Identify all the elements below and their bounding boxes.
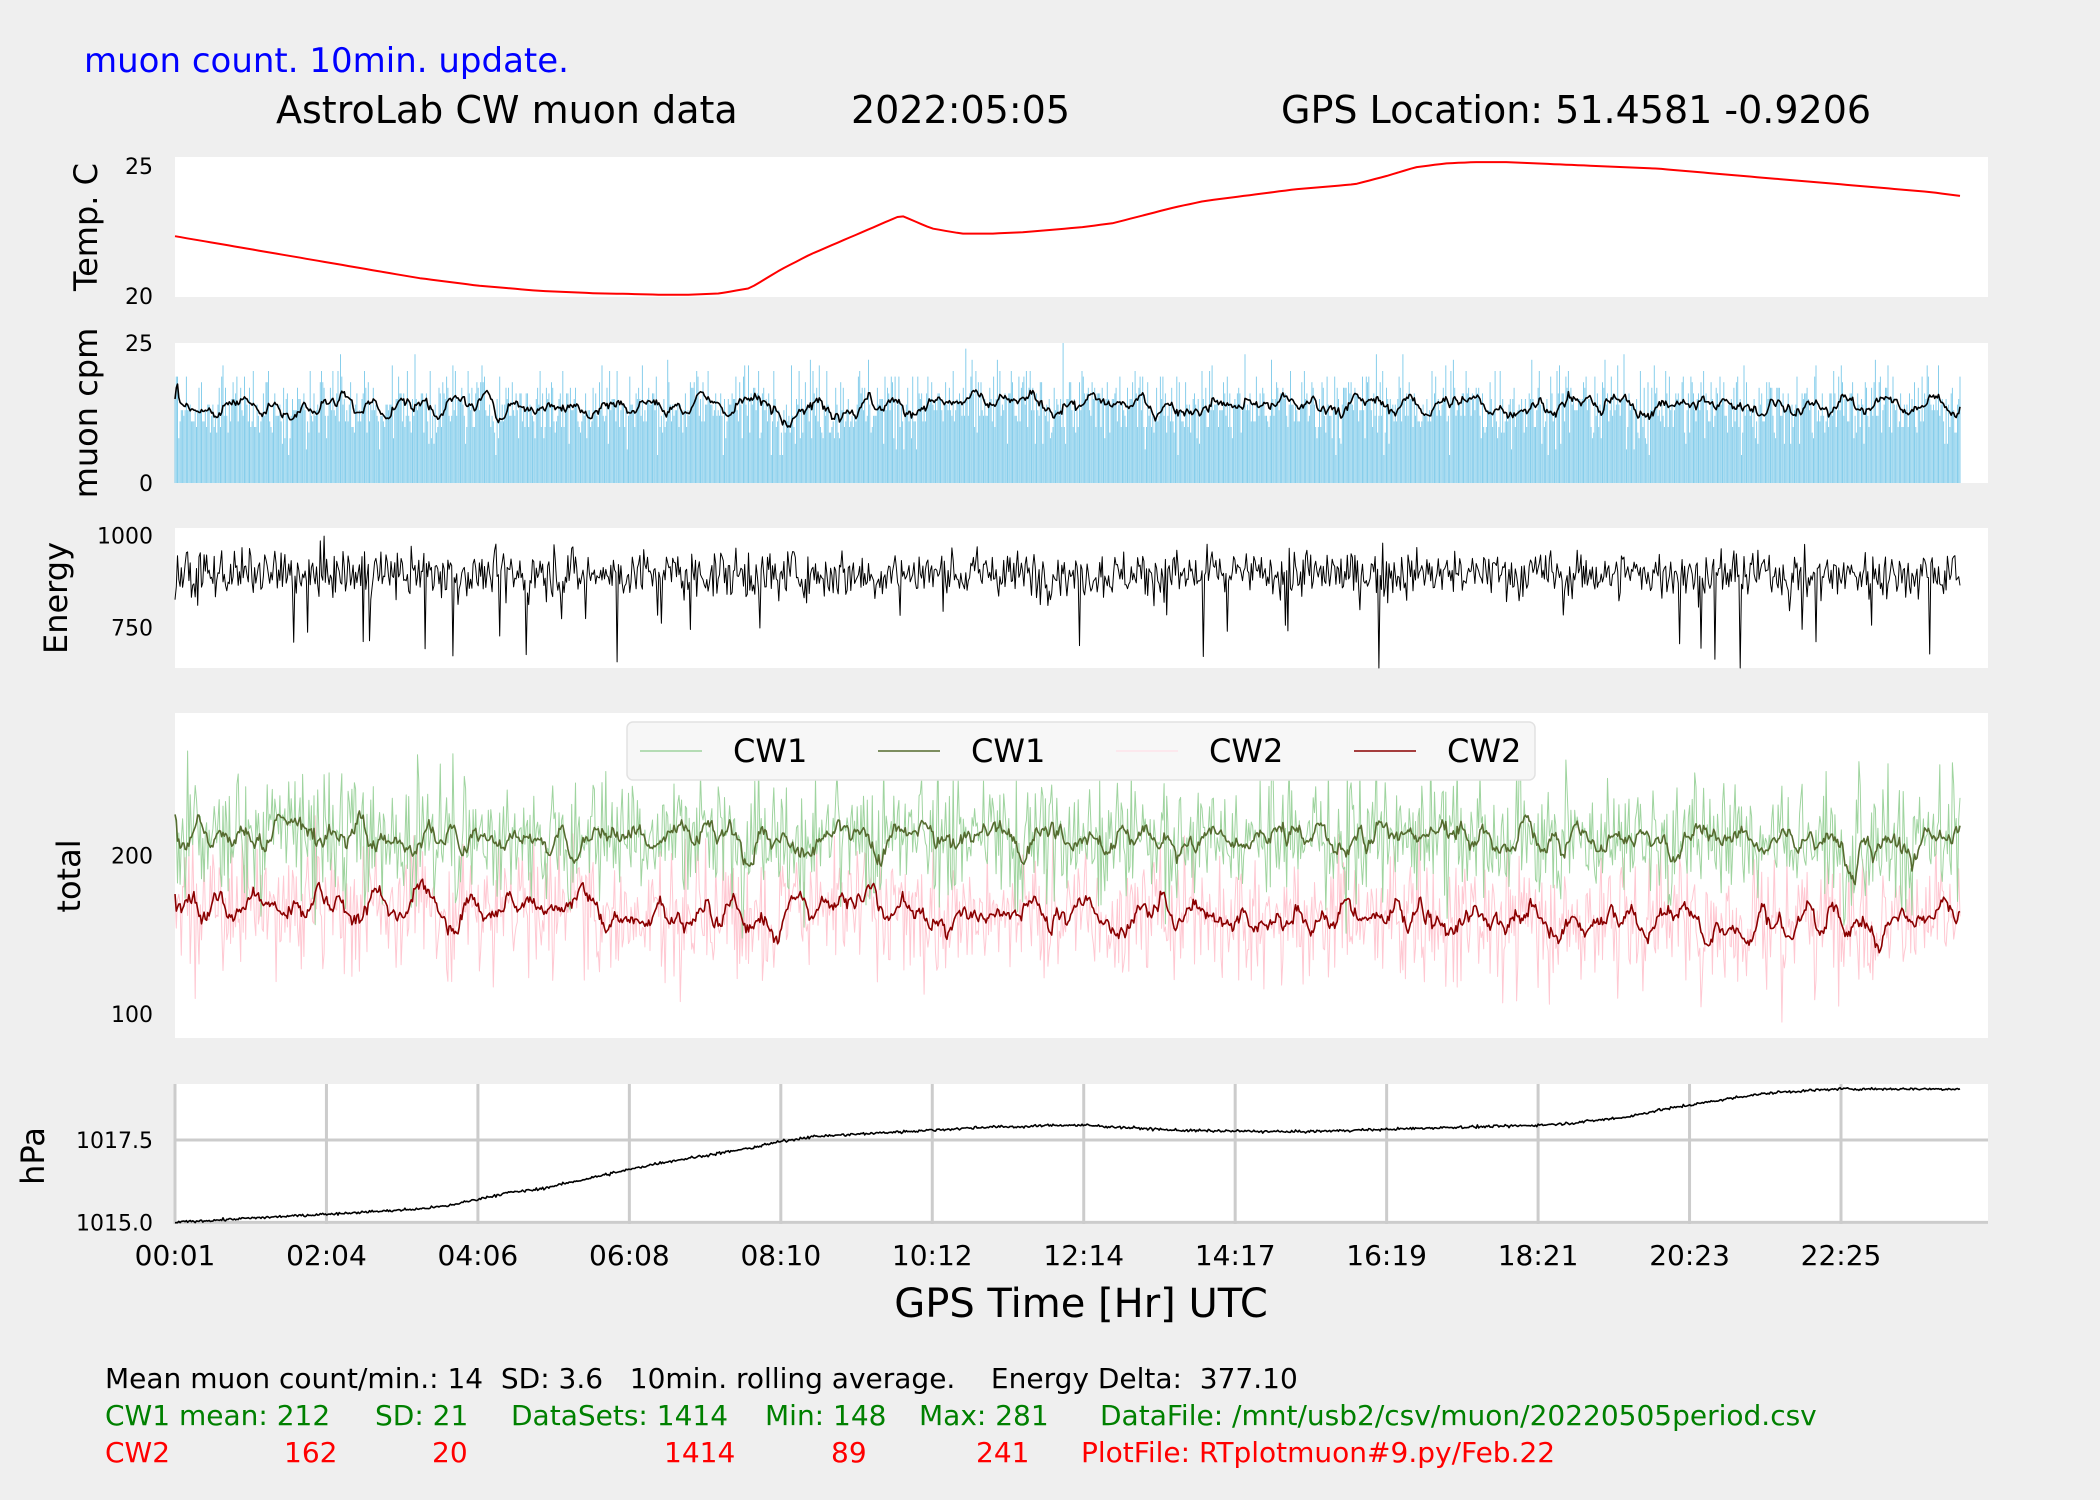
pressure-axis-label: hPa [14,1127,52,1185]
gps-location: GPS Location: 51.4581 -0.9206 [1281,88,1871,132]
total-tick-label: 100 [111,1003,153,1028]
cw1-max: Max: 281 [919,1399,1049,1432]
energy-line [174,535,1961,669]
temperature-tick-label: 25 [125,155,153,180]
pressure-tick-label: 1015.0 [76,1211,153,1236]
x-tick-label: 06:08 [589,1239,670,1272]
cw2-rolling-average [174,878,1961,954]
energy-panel [175,528,1988,668]
legend-label-cw2-avg: CW2 [1447,732,1521,770]
cw1-sd: SD: 21 [375,1399,469,1432]
legend-box [626,721,1536,781]
pressure-tick-label: 1017.5 [76,1129,153,1154]
muon-cpm-tick-label: 0 [139,472,153,497]
energy-tick-label: 750 [111,617,153,642]
cw2-min: 89 [831,1436,867,1469]
muon-cpm-series [174,343,1961,483]
cw2-max: 241 [976,1436,1030,1469]
legend-label-cw1-avg: CW1 [971,732,1045,770]
x-tick-label: 14:17 [1195,1239,1276,1272]
pressure-line [175,1086,1961,1224]
legend-label-cw1-raw: CW1 [733,732,807,770]
muon-cpm-tick-label: 25 [125,332,153,357]
x-tick-label: 04:06 [438,1239,519,1272]
pressure-grid [173,1084,1988,1224]
x-axis-title: GPS Time [Hr] UTC [894,1281,1268,1327]
cw1-datafile: DataFile: /mnt/usb2/csv/muon/20220505per… [1100,1399,1817,1432]
stats-summary: Mean muon count/min.: 14 SD: 3.6 10min. … [105,1362,1298,1395]
chart-subtitle: muon count. 10min. update. [84,41,569,81]
y-tick-labels: 20 25 0 25 750 1000 100 200 1015.0 1017.5 [76,155,153,1236]
total-axis-label: total [50,839,88,912]
x-tick-label: 18:21 [1498,1239,1579,1272]
chart-title: AstroLab CW muon data [276,88,738,132]
muon-cpm-rolling-average [174,383,1961,428]
total-series [174,748,1961,1023]
cw1-mean: CW1 mean: 212 [105,1399,331,1432]
pressure-series [175,1086,1961,1224]
temperature-series [174,161,1961,296]
legend-label-cw2-raw: CW2 [1209,732,1283,770]
cw2-plotfile: PlotFile: RTplotmuon#9.py/Feb.22 [1081,1436,1556,1469]
muon-cpm-axis-label: muon cpm [67,328,105,499]
x-tick-label: 02:04 [286,1239,367,1272]
x-tick-label: 00:01 [135,1239,216,1272]
energy-axis-label: Energy [37,542,75,654]
cw1-raw-line [174,748,1961,939]
energy-series [174,535,1961,669]
cw2-label: CW2 [105,1436,171,1469]
total-legend: CW1 CW1 CW2 CW2 [626,721,1536,781]
temperature-axis-label: Temp. C [67,163,105,292]
x-tick-label: 12:14 [1043,1239,1124,1272]
cw2-mean: 162 [284,1436,338,1469]
temperature-line [174,161,1961,296]
cw2-datasets: 1414 [664,1436,736,1469]
x-tick-label: 20:23 [1649,1239,1730,1272]
cw1-datasets: DataSets: 1414 [511,1399,729,1432]
temperature-tick-label: 20 [125,285,153,310]
chart-date: 2022:05:05 [851,88,1070,132]
pressure-panel [175,1084,1988,1224]
x-tick-label: 10:12 [892,1239,973,1272]
x-tick-label: 08:10 [740,1239,821,1272]
cw1-rolling-average [174,810,1961,886]
cw2-sd: 20 [432,1436,468,1469]
cw1-min: Min: 148 [765,1399,887,1432]
x-tick-labels: 00:01 02:04 04:06 06:08 08:10 10:12 12:14 14:17… [135,1239,1882,1272]
x-tick-label: 22:25 [1801,1239,1882,1272]
cw2-raw-line [174,809,1961,1023]
energy-tick-label: 1000 [97,524,153,549]
x-tick-label: 16:19 [1346,1239,1427,1272]
total-tick-label: 200 [111,845,153,870]
